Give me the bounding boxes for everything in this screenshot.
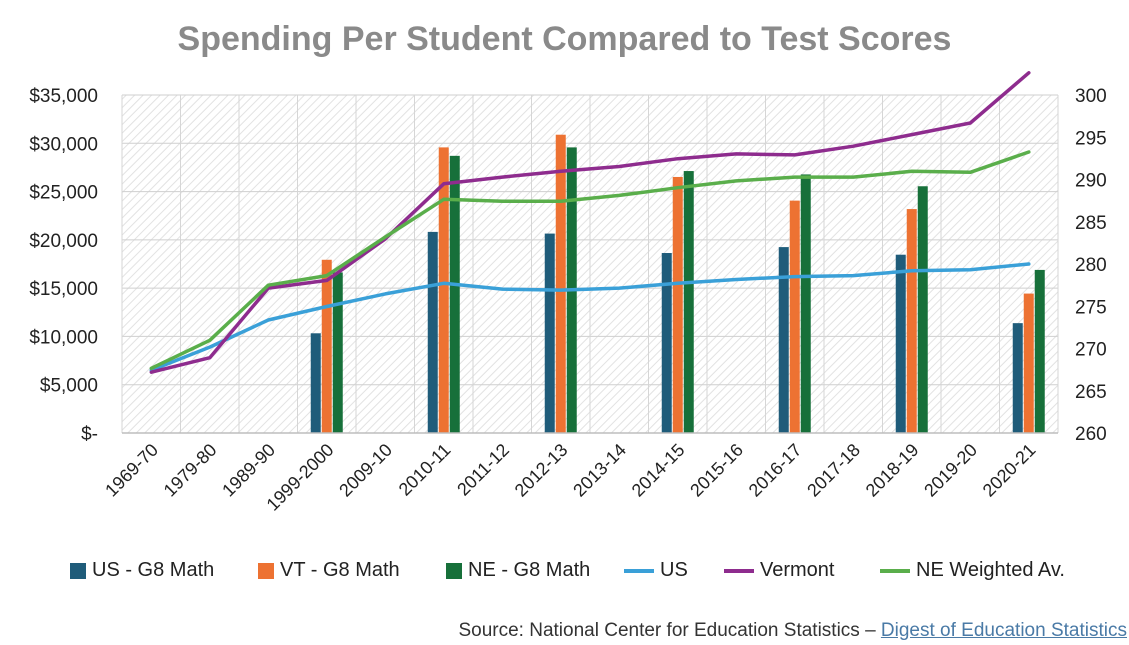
bar xyxy=(1034,269,1045,433)
bar xyxy=(332,272,343,433)
bar xyxy=(438,147,449,433)
bar xyxy=(778,247,789,433)
bar xyxy=(321,259,332,433)
y-right-tick-label: 280 xyxy=(1075,255,1107,276)
y-left-tick-label: $15,000 xyxy=(29,279,98,300)
legend-swatch xyxy=(446,562,462,579)
series-line xyxy=(149,262,1031,372)
y-left-tick-label: $25,000 xyxy=(29,183,98,204)
y-right-tick-label: 275 xyxy=(1075,297,1107,318)
y-right-tick-label: 270 xyxy=(1075,340,1107,361)
legend-label: US - G8 Math xyxy=(92,559,215,581)
y-right-tick-label: 300 xyxy=(1075,86,1107,107)
legend-line xyxy=(724,568,754,573)
x-tick-label: 2011-12 xyxy=(453,440,513,500)
bar xyxy=(544,233,555,433)
x-tick-label: 1979-80 xyxy=(160,440,221,501)
bar xyxy=(895,254,906,433)
source-prefix: Source: National Center for Education St… xyxy=(458,620,881,641)
legend-line xyxy=(880,568,910,573)
legend-item-ne-weighted-av: NE Weighted Av. xyxy=(880,558,1065,582)
legend-item-us: US xyxy=(624,558,688,582)
bar xyxy=(1012,323,1023,433)
y-right-tick-label: 290 xyxy=(1075,171,1107,192)
legend-line xyxy=(624,568,654,573)
bar xyxy=(310,333,321,433)
legend-item-ne-g8-math: NE - G8 Math xyxy=(446,558,590,582)
x-tick-label: 2016-17 xyxy=(745,440,806,501)
y-left-tick-label: $10,000 xyxy=(29,327,98,348)
x-tick-label: 2014-15 xyxy=(628,440,689,501)
y-left-tick-label: $- xyxy=(81,424,98,445)
bar xyxy=(683,171,694,434)
x-tick-label: 2020-21 xyxy=(979,440,1040,501)
legend-item-us-g8-math: US - G8 Math xyxy=(70,558,214,582)
bar xyxy=(449,155,460,433)
bar xyxy=(917,186,928,433)
x-tick-label: 2019-20 xyxy=(920,440,981,501)
source-note: Source: National Center for Education St… xyxy=(458,620,1127,642)
x-tick-label: 2015-16 xyxy=(686,440,747,501)
legend-label: Vermont xyxy=(760,559,835,581)
bar xyxy=(427,231,438,433)
x-tick-label: 2017-18 xyxy=(803,440,864,501)
legend-item-vt-g8-math: VT - G8 Math xyxy=(258,558,400,582)
bar xyxy=(1023,293,1034,433)
x-tick-label: 1989-90 xyxy=(218,440,279,501)
y-right-tick-label: 295 xyxy=(1075,128,1107,149)
legend-label: NE - G8 Math xyxy=(468,559,591,581)
chart-title: Spending Per Student Compared to Test Sc… xyxy=(177,20,952,58)
series-line xyxy=(149,150,1031,371)
bar xyxy=(906,209,917,433)
y-right-tick-label: 265 xyxy=(1075,382,1107,403)
source-link[interactable]: Digest of Education Statistics xyxy=(880,620,1127,641)
x-tick-label: 2018-19 xyxy=(862,440,923,501)
legend-label: VT - G8 Math xyxy=(280,559,400,581)
x-tick-label: 2013-14 xyxy=(569,440,630,501)
y-left-tick-label: $30,000 xyxy=(29,134,98,155)
y-right-tick-label: 285 xyxy=(1075,213,1107,234)
series-line xyxy=(149,71,1031,374)
bar xyxy=(672,176,683,433)
y-left-tick-label: $20,000 xyxy=(29,231,98,252)
legend-item-vermont: Vermont xyxy=(724,558,834,582)
bar xyxy=(661,253,672,433)
bar xyxy=(800,174,811,433)
x-tick-label: 2009-10 xyxy=(335,440,396,501)
legend-swatch xyxy=(258,562,274,579)
x-tick-label: 2010-11 xyxy=(395,440,455,500)
bar xyxy=(555,134,566,433)
y-left-tick-label: $5,000 xyxy=(40,376,98,397)
legend-label: NE Weighted Av. xyxy=(916,559,1065,581)
x-tick-label: 1969-70 xyxy=(101,440,162,501)
y-left-tick-label: $35,000 xyxy=(29,86,98,107)
legend-swatch xyxy=(70,562,86,579)
legend: US - G8 Math VT - G8 Math NE - G8 Math U… xyxy=(70,558,1070,582)
bar xyxy=(789,200,800,433)
y-right-tick-label: 260 xyxy=(1075,424,1107,445)
x-tick-label: 2012-13 xyxy=(511,440,572,501)
legend-label: US xyxy=(660,559,688,581)
